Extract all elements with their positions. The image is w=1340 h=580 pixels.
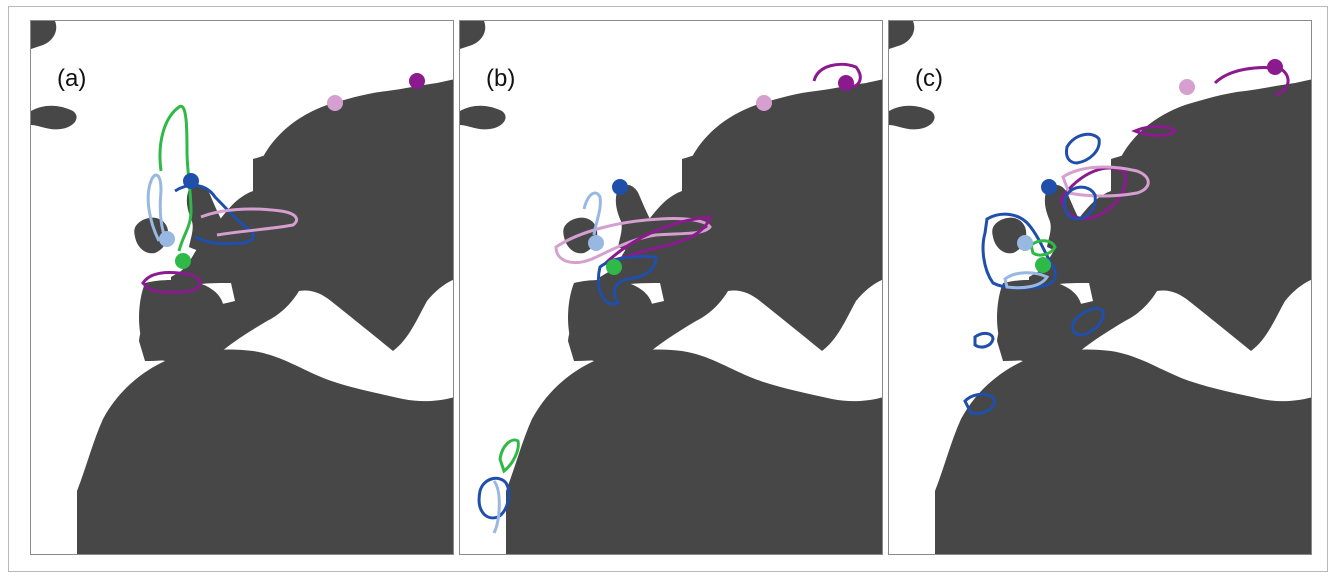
scandinavia	[257, 79, 453, 213]
contour-dark-blue-north	[1065, 132, 1101, 165]
contour-green	[158, 104, 193, 252]
iberia	[568, 280, 653, 362]
contour-light-blue	[582, 191, 602, 236]
map-panel-a: (a)	[30, 20, 454, 555]
contour-light-blue-south	[492, 480, 501, 534]
contour-green-south	[498, 438, 520, 474]
map-panel-b: (b)	[459, 20, 883, 555]
marker-dark-purple	[409, 73, 425, 89]
marker-green	[175, 253, 191, 269]
marker-light-purple	[327, 95, 343, 111]
iceland	[460, 105, 506, 130]
contour-light-blue	[146, 173, 169, 244]
contour-dark-purple-mid	[1131, 125, 1178, 137]
map-panel-c: (c)	[888, 20, 1312, 555]
probability-contours	[141, 104, 298, 294]
contour-dark-purple	[1059, 166, 1128, 220]
contour-dark-purple	[141, 271, 202, 294]
iberia	[997, 280, 1082, 362]
contour-dark-blue	[597, 255, 658, 306]
africa	[506, 349, 882, 554]
iceland	[889, 105, 935, 130]
contour-dark-blue-mid	[1063, 185, 1097, 221]
marker-dark-purple	[1267, 59, 1283, 75]
marker-light-purple	[1179, 79, 1195, 95]
landmass	[889, 21, 1311, 554]
contour-dark-blue-west	[981, 212, 1057, 290]
panel-label: (a)	[57, 65, 87, 92]
contour-dark-blue-south	[477, 476, 511, 520]
marker-light-purple	[756, 95, 772, 111]
figure-frame	[8, 6, 1328, 572]
britain	[1044, 184, 1092, 253]
marker-dark-purple	[838, 75, 854, 91]
greenland-edge	[31, 21, 57, 49]
marker-green	[1035, 257, 1051, 273]
iberia	[139, 280, 224, 362]
contour-dark-purple-north	[812, 62, 862, 89]
britain	[186, 184, 234, 253]
markers	[1017, 59, 1283, 273]
contour-dark-blue-south	[963, 392, 997, 415]
marker-dark-blue	[1041, 179, 1057, 195]
marker-light-blue	[159, 231, 175, 247]
panel-label: (c)	[915, 65, 943, 92]
probability-contours	[963, 66, 1290, 415]
marker-light-blue	[588, 235, 604, 251]
contour-light-purple	[200, 207, 298, 237]
contour-dark-blue-spain	[1071, 307, 1105, 337]
marker-green	[606, 259, 622, 275]
landmass	[460, 21, 882, 554]
contour-dark-blue-atlantic	[973, 331, 995, 349]
map-canvas-a	[31, 21, 453, 554]
map-canvas-b	[460, 21, 882, 554]
map-canvas-c	[889, 21, 1311, 554]
scandinavia	[1115, 79, 1311, 213]
probability-contours	[477, 62, 862, 534]
iceland	[31, 105, 77, 130]
africa	[935, 349, 1311, 554]
marker-dark-blue	[183, 173, 199, 189]
africa	[77, 349, 453, 554]
landmass	[31, 21, 453, 554]
markers	[159, 73, 425, 269]
contour-light-blue-west	[1003, 271, 1050, 290]
panel-label: (b)	[486, 65, 516, 92]
marker-light-blue	[1017, 235, 1033, 251]
markers	[588, 75, 854, 275]
scandinavia	[686, 79, 882, 213]
contour-green	[1029, 239, 1057, 257]
ireland	[134, 217, 169, 254]
marker-dark-blue	[612, 179, 628, 195]
contour-dark-purple	[603, 215, 713, 264]
greenland-edge	[889, 21, 915, 49]
greenland-edge	[460, 21, 486, 49]
